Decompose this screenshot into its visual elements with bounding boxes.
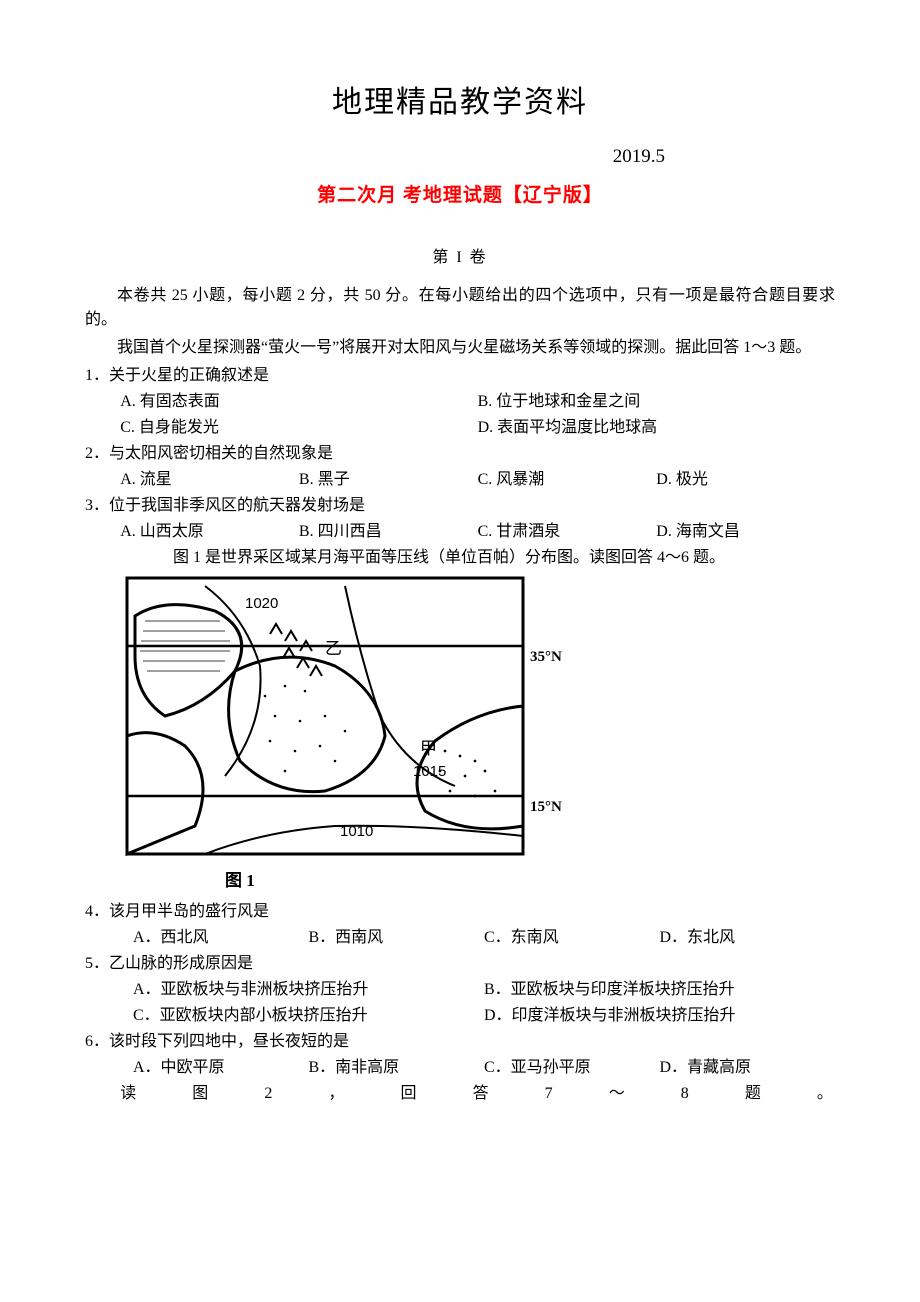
fig1-caption: 图 1 是世界采区域某月海平面等压线（单位百帕）分布图。读图回答 4～6 题。: [85, 546, 835, 570]
nl-6: 答: [473, 1082, 491, 1106]
q5-opt-c: C．亚欧板块内部小板块挤压抬升: [133, 1004, 484, 1028]
map-svg: 1020 1015 1010 乙 甲: [125, 576, 525, 856]
q6-opt-b: B．南非高原: [309, 1056, 485, 1080]
lat-35n: 35°N: [530, 646, 562, 669]
q5-options-row2: C．亚欧板块内部小板块挤压抬升 D．印度洋板块与非洲板块挤压抬升: [85, 1004, 835, 1028]
q5-opt-b: B．亚欧板块与印度洋板块挤压抬升: [484, 978, 835, 1002]
q5-opt-a: A．亚欧板块与非洲板块挤压抬升: [133, 978, 484, 1002]
isobar-1015: 1015: [413, 763, 446, 780]
q4-opt-c: C．东南风: [484, 926, 660, 950]
q6-options: A．中欧平原 B．南非高原 C．亚马孙平原 D．青藏高原: [85, 1056, 835, 1080]
q5-options-row1: A．亚欧板块与非洲板块挤压抬升 B．亚欧板块与印度洋板块挤压抬升: [85, 978, 835, 1002]
q1-stem: 1．关于火星的正确叙述是: [85, 364, 835, 388]
q2-opt-a: A. 流星: [120, 468, 299, 492]
q6-stem: 6．该时段下列四地中，昼长夜短的是: [85, 1030, 835, 1054]
q4-opt-d: D．东北风: [660, 926, 836, 950]
q3-opt-c: C. 甘肃酒泉: [478, 520, 657, 544]
q1-options-row1: A. 有固态表面 B. 位于地球和金星之间: [85, 390, 835, 414]
q2-stem: 2．与太阳风密切相关的自然现象是: [85, 442, 835, 466]
q1-options-row2: C. 自身能发光 D. 表面平均温度比地球高: [85, 416, 835, 440]
nl-3: 2: [264, 1082, 274, 1106]
q6-opt-d: D．青藏高原: [660, 1056, 836, 1080]
date-line: 2019.5: [85, 143, 835, 172]
q4-opt-a: A．西北风: [133, 926, 309, 950]
q1-opt-a: A. 有固态表面: [120, 390, 477, 414]
q3-stem: 3．位于我国非季风区的航天器发射场是: [85, 494, 835, 518]
isobar-1010: 1010: [340, 823, 373, 840]
nl-11: 。: [817, 1082, 835, 1106]
q3-opt-d: D. 海南文昌: [656, 520, 835, 544]
nl-1: 读: [120, 1082, 138, 1106]
q4-stem: 4．该月甲半岛的盛行风是: [85, 900, 835, 924]
passage-1: 我国首个火星探测器“萤火一号”将展开对太阳风与火星磁场关系等领域的探测。据此回答…: [85, 336, 835, 360]
q5-stem: 5．乙山脉的形成原因是: [85, 952, 835, 976]
section-intro: 本卷共 25 小题，每小题 2 分，共 50 分。在每小题给出的四个选项中，只有…: [85, 284, 835, 332]
nl-5: 回: [400, 1082, 418, 1106]
q2-opt-c: C. 风暴潮: [478, 468, 657, 492]
lat-15n: 15°N: [530, 796, 562, 819]
q2-options: A. 流星 B. 黑子 C. 风暴潮 D. 极光: [85, 468, 835, 492]
q2-opt-b: B. 黑子: [299, 468, 478, 492]
nl-7: 7: [545, 1082, 555, 1106]
q1-opt-c: C. 自身能发光: [120, 416, 477, 440]
next-passage-line: 读 图 2 ， 回 答 7 ～ 8 题 。: [85, 1082, 835, 1106]
q5-opt-d: D．印度洋板块与非洲板块挤压抬升: [484, 1004, 835, 1028]
marker-jia: 甲: [420, 739, 437, 758]
q6-opt-c: C．亚马孙平原: [484, 1056, 660, 1080]
figure-1: 1020 1015 1010 乙 甲 35°N 15°N 图 1: [125, 576, 835, 894]
q1-opt-b: B. 位于地球和金星之间: [478, 390, 835, 414]
q4-options: A．西北风 B．西南风 C．东南风 D．东北风: [85, 926, 835, 950]
marker-yi: 乙: [325, 639, 342, 658]
nl-9: 8: [681, 1082, 691, 1106]
subtitle: 第二次月 考地理试题【辽宁版】: [85, 182, 835, 211]
nl-2: 图: [192, 1082, 210, 1106]
fig1-label: 图 1: [225, 868, 835, 894]
q3-opt-b: B. 四川西昌: [299, 520, 478, 544]
q6-opt-a: A．中欧平原: [133, 1056, 309, 1080]
q3-options: A. 山西太原 B. 四川西昌 C. 甘肃酒泉 D. 海南文昌: [85, 520, 835, 544]
q2-opt-d: D. 极光: [656, 468, 835, 492]
nl-8: ～: [609, 1082, 627, 1106]
q4-opt-b: B．西南风: [309, 926, 485, 950]
page-title: 地理精品教学资料: [85, 80, 835, 125]
exam-page: 地理精品教学资料 2019.5 第二次月 考地理试题【辽宁版】 第 I 卷 本卷…: [0, 0, 920, 1166]
section-label: 第 I 卷: [85, 246, 835, 270]
nl-10: 题: [745, 1082, 763, 1106]
isobar-1020: 1020: [245, 595, 278, 612]
nl-4: ，: [328, 1082, 346, 1106]
q1-opt-d: D. 表面平均温度比地球高: [478, 416, 835, 440]
q3-opt-a: A. 山西太原: [120, 520, 299, 544]
